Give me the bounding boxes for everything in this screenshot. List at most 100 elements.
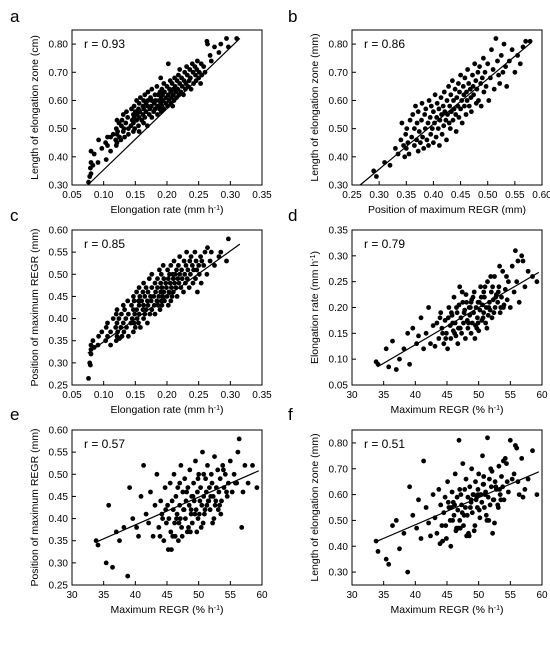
data-point: [154, 471, 160, 477]
data-point: [136, 129, 142, 134]
x-tick-label: 55: [505, 590, 517, 601]
data-point: [242, 463, 248, 468]
data-point: [190, 280, 196, 286]
data-point: [383, 556, 389, 562]
data-point: [173, 494, 179, 499]
data-point: [451, 294, 457, 300]
x-tick-label: 0.60: [532, 190, 550, 201]
data-point: [416, 129, 422, 134]
data-point: [193, 458, 198, 464]
x-tick-label: 0.30: [221, 190, 241, 201]
data-point: [481, 310, 487, 316]
data-point: [463, 112, 469, 117]
x-tick-label: 0.05: [62, 190, 82, 201]
data-point: [155, 285, 160, 290]
data-point: [95, 160, 101, 165]
data-point: [478, 284, 483, 290]
data-point: [211, 516, 217, 521]
data-point: [139, 298, 145, 304]
data-point: [88, 351, 94, 357]
data-point: [202, 249, 208, 255]
data-point: [527, 38, 533, 44]
data-point: [424, 137, 430, 143]
data-point: [421, 458, 426, 464]
data-point: [428, 533, 433, 539]
data-point: [469, 109, 474, 115]
data-point: [470, 492, 476, 497]
data-point: [452, 471, 458, 477]
data-point: [486, 98, 492, 103]
data-point: [231, 471, 237, 477]
data-point: [450, 518, 456, 523]
y-tick-label: 0.30: [49, 181, 69, 192]
data-point: [495, 299, 501, 305]
data-point: [525, 268, 531, 274]
data-point: [468, 299, 474, 305]
data-point: [201, 263, 207, 268]
data-point: [470, 294, 476, 300]
data-point: [216, 489, 222, 495]
data-point: [179, 276, 185, 282]
y-tick-label: 0.50: [49, 470, 69, 481]
data-point: [189, 263, 195, 268]
x-tick-label: 40: [410, 390, 422, 401]
data-point: [201, 471, 207, 477]
data-point: [454, 95, 460, 100]
data-point: [473, 479, 478, 485]
data-point: [397, 356, 402, 362]
y-tick-label: 0.60: [329, 490, 349, 501]
data-point: [148, 103, 154, 109]
y-tick-label: 0.40: [49, 314, 69, 325]
y-tick-label: 0.70: [329, 68, 349, 79]
data-point: [504, 479, 510, 485]
data-point: [399, 120, 405, 126]
data-point: [108, 329, 113, 335]
data-point: [436, 487, 442, 492]
y-tick-label: 0.80: [329, 438, 349, 449]
data-point: [207, 53, 213, 58]
data-point: [125, 311, 131, 317]
data-point: [407, 484, 412, 490]
data-point: [418, 315, 424, 321]
data-point: [509, 263, 515, 269]
data-point: [190, 494, 196, 499]
data-point: [174, 516, 179, 521]
data-point: [470, 72, 475, 78]
data-point: [202, 507, 208, 513]
data-point: [511, 471, 517, 477]
data-point: [422, 112, 428, 117]
y-tick-label: 0.25: [49, 581, 69, 592]
data-point: [195, 289, 200, 295]
data-point: [450, 78, 455, 84]
y-tick-label: 0.30: [329, 568, 349, 579]
data-point: [131, 103, 137, 109]
data-point: [516, 299, 522, 305]
data-point: [492, 520, 497, 526]
panel-letter: a: [10, 7, 20, 26]
data-point: [161, 289, 167, 295]
data-point: [482, 505, 487, 510]
data-point: [182, 476, 188, 482]
y-axis-title: Length of elongation zone (mm): [309, 33, 321, 181]
data-point: [141, 280, 147, 286]
data-point: [491, 497, 497, 503]
data-point: [170, 276, 176, 282]
y-tick-label: 0.70: [329, 464, 349, 475]
data-point: [198, 280, 204, 286]
data-point: [499, 474, 504, 479]
data-point: [472, 61, 478, 67]
data-point: [165, 267, 171, 273]
data-point: [470, 84, 476, 89]
y-tick-label: 0.40: [49, 514, 69, 525]
data-point: [160, 263, 166, 268]
x-tick-label: 0.15: [126, 390, 146, 401]
data-point: [188, 511, 194, 517]
data-point: [169, 81, 175, 86]
data-point: [136, 320, 141, 326]
data-point: [181, 289, 186, 295]
data-point: [143, 109, 149, 115]
data-point: [217, 476, 223, 482]
data-point: [207, 258, 213, 264]
data-point: [145, 89, 151, 95]
data-point: [456, 115, 462, 120]
